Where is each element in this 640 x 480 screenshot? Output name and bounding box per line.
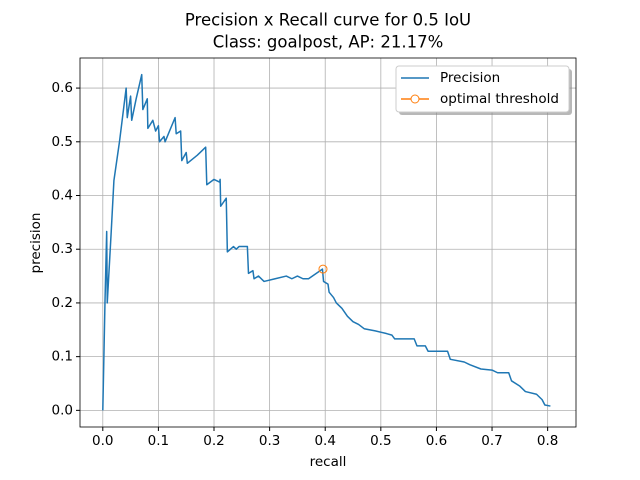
x-tick-label: 0.1 [148,433,169,449]
x-tick-label: 0.3 [259,433,280,449]
legend-box [395,65,570,113]
x-tick-label: 0.0 [92,433,113,449]
legend-label: optimal threshold [440,91,559,107]
y-tick-label: 0.6 [52,80,73,96]
x-tick-label: 0.5 [370,433,391,449]
marker [318,264,328,274]
legend: Precision optimal threshold [395,65,572,115]
y-tick-label: 0.3 [52,241,73,257]
x-tick-label: 0.8 [537,433,558,449]
x-tick-label: 0.6 [426,433,447,449]
y-tick-label: 0.5 [52,134,73,150]
y-axis-label: precision [28,213,44,274]
chart-title: Precision x Recall curve for 0.5 IoU [185,11,471,30]
x-tick-label: 0.2 [203,433,224,449]
chart-subtitle: Class: goalpost, AP: 21.17% [213,33,444,52]
x-tick-label: 0.7 [481,433,502,449]
line [102,73,551,411]
y-tick-label: 0.1 [52,349,73,365]
x-tick-label: 0.4 [314,433,335,449]
y-tick-label: 0.4 [52,188,73,204]
x-axis-label: recall [310,454,347,470]
legend-marker [410,94,420,104]
plot-frame [79,57,577,428]
legend-label: Precision [440,70,500,86]
y-tick-label: 0.0 [52,402,73,418]
y-tick-label: 0.2 [52,295,73,311]
